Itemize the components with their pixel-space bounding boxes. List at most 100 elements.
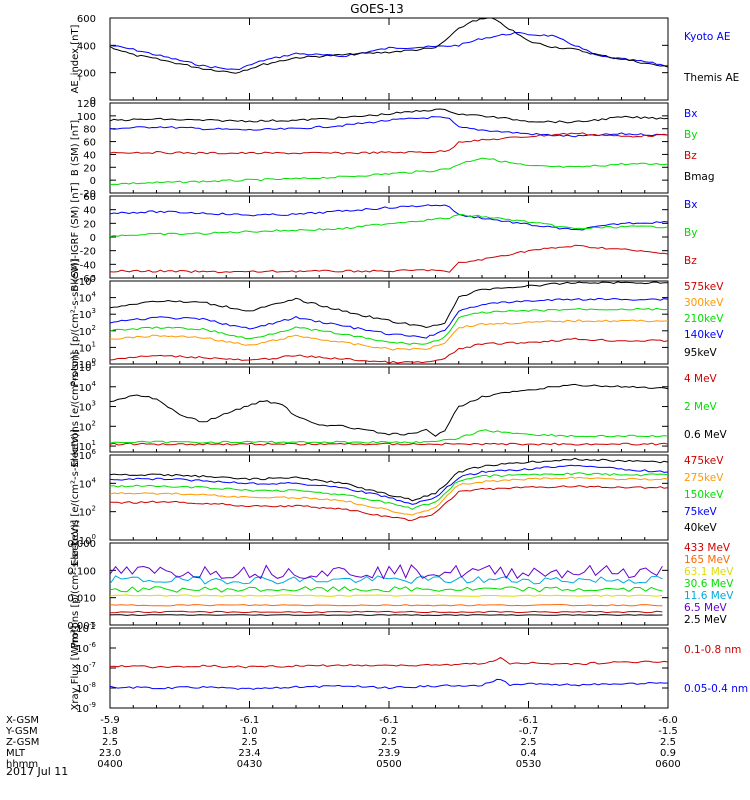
legend-entry: 433 MeV — [684, 542, 731, 554]
series-line-2-mev — [110, 429, 668, 444]
y-tick-label: 0.100 — [67, 566, 96, 577]
legend-entry: 4 MeV — [684, 373, 718, 385]
footer-value: -0.7 — [519, 726, 539, 737]
legend-entry: 210keV — [684, 313, 724, 325]
series-line-bx — [110, 204, 668, 231]
y-tick-label: -60 — [80, 274, 96, 285]
legend-entry: 30.6 MeV — [684, 578, 734, 590]
footer-value: 0.2 — [381, 726, 397, 737]
series-line-30-6-mev — [110, 586, 663, 593]
y-tick-label: 0.010 — [67, 594, 96, 605]
panel-bigrf: -60 -40 -20 0 20 40 60B (SM)-IGRF (SM) [nT] Bx B… — [70, 182, 697, 291]
footer-value: 23.9 — [378, 748, 400, 759]
panel-frame — [109, 366, 669, 453]
y-tick-label: 103 — [79, 307, 96, 321]
legend-entry: 6.5 MeV — [684, 602, 728, 614]
y-tick-label: 80 — [83, 125, 96, 136]
series-line-bz — [110, 244, 668, 274]
series-line-210kev — [110, 307, 668, 345]
series-line-6-5-mev — [110, 564, 663, 580]
legend-entry: Bz — [684, 255, 697, 267]
series-group — [110, 281, 668, 364]
y-axis-label: Electrons [e/(cm²-s-sr-keV)] — [70, 429, 81, 566]
y-axis-label: B (SM)-IGRF (SM) [nT] — [70, 182, 81, 291]
y-axis-label: B (SM) [nT] — [70, 120, 81, 176]
footer-value: 1.8 — [102, 726, 118, 737]
y-tick-label: 106 — [79, 448, 97, 462]
footer-value: 0.4 — [521, 748, 537, 759]
y-tick-label: 20 — [83, 163, 96, 174]
legend-entry: 0.6 MeV — [684, 429, 728, 441]
series-line-bmag — [110, 108, 668, 124]
series-group — [110, 204, 668, 274]
series-line-bx — [110, 116, 668, 138]
legend-entry: 95keV — [684, 347, 718, 359]
y-tick-label: 120 — [77, 99, 96, 110]
footer-value: 23.0 — [99, 748, 121, 759]
footer-value: 1.0 — [242, 726, 258, 737]
series-group — [110, 656, 668, 690]
legend-entry: By — [684, 227, 697, 239]
legend-entry: 63.1 MeV — [684, 566, 734, 578]
legend-entry: 575keV — [684, 281, 724, 293]
y-axis-label: Xray Flux [W/m²] — [70, 625, 81, 710]
footer-value: 2.5 — [381, 737, 397, 748]
series-line-165-mev — [110, 603, 663, 607]
y-tick-label: -20 — [80, 189, 96, 200]
series-line-by — [110, 157, 668, 186]
y-tick-label: 0.000 — [67, 539, 96, 550]
y-tick-label: -20 — [80, 247, 96, 258]
y-tick-label: 40 — [83, 150, 96, 161]
series-line-0-6-mev — [110, 383, 668, 437]
y-tick-label: 60 — [83, 138, 96, 149]
series-line-themis-ae — [110, 18, 668, 74]
series-line-95kev — [110, 281, 668, 329]
legend-entry: 0.1-0.8 nm — [684, 644, 741, 656]
footer-value: 2.5 — [660, 737, 676, 748]
footer-value: -1.5 — [658, 726, 678, 737]
footer-value: 2.5 — [521, 737, 537, 748]
legend-entry: 140keV — [684, 329, 724, 341]
ephemeris-footer: X-GSMY-GSMZ-GSMMLThhmm-5.91.82.523.00400… — [5, 715, 681, 770]
legend-entry: 150keV — [684, 489, 724, 501]
legend-entry: 2 MeV — [684, 401, 718, 413]
footer-row-label: X-GSM — [6, 715, 39, 726]
legend-entry: 40keV — [684, 522, 718, 534]
y-axis-label: Protons [p/(cm²-s-sr-keV)] — [70, 520, 81, 648]
series-group — [110, 457, 668, 522]
footer-value: 2.5 — [242, 737, 258, 748]
y-axis-label: AE_index [nT] — [70, 24, 81, 93]
y-tick-label: 104 — [79, 291, 97, 305]
panel-frame — [109, 627, 669, 709]
series-line-kyoto-ae — [110, 31, 668, 71]
series-line-0-05-0-4-nm — [110, 678, 668, 690]
y-tick-label: 20 — [83, 219, 96, 230]
y-tick-label: 104 — [79, 476, 97, 490]
series-line-63-1-mev — [110, 594, 663, 597]
series-line-bz — [110, 132, 668, 155]
legend-entry: Bx — [684, 199, 697, 211]
plot-title: GOES-13 — [350, 2, 404, 16]
y-tick-label: 105 — [79, 274, 96, 288]
series-group — [110, 18, 668, 74]
series-group — [110, 383, 668, 446]
series-line-2-5-mev — [110, 614, 663, 616]
series-line-275kev — [110, 476, 668, 516]
series-line-575kev — [110, 337, 668, 364]
legend-entry: Bz — [684, 150, 697, 162]
y-tick-label: 105 — [79, 360, 96, 374]
footer-row-label: MLT — [6, 748, 26, 759]
footer-value: 0400 — [97, 759, 122, 770]
footer-value: 0530 — [516, 759, 541, 770]
series-line-433-mev — [110, 610, 663, 614]
series-line-40kev — [110, 457, 668, 502]
legend-entry: 165 MeV — [684, 554, 731, 566]
footer-value: -5.9 — [100, 715, 120, 726]
footer-value: 0600 — [655, 759, 680, 770]
